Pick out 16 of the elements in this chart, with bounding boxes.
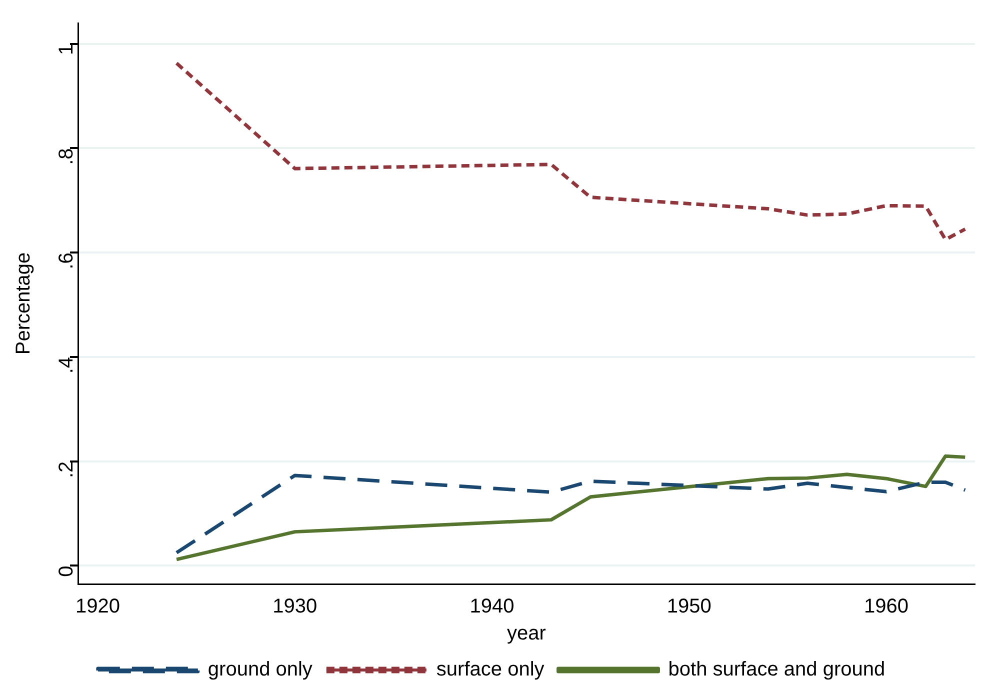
- y-tick-label: 0: [56, 566, 78, 577]
- y-axis-title: Percentage: [12, 252, 35, 355]
- x-tick-label: 1940: [470, 596, 514, 618]
- legend-label: ground only: [208, 658, 312, 681]
- y-tick-label: 1: [56, 44, 78, 55]
- y-tick-label: .2: [56, 461, 78, 478]
- y-tick-label: .6: [56, 252, 78, 270]
- x-axis-title: year: [507, 622, 546, 645]
- x-tick-label: 1960: [864, 596, 909, 618]
- x-tick-label: 1920: [75, 596, 120, 618]
- legend-label: both surface and ground: [668, 658, 886, 681]
- y-tick-label: .4: [56, 356, 78, 374]
- x-tick-label: 1950: [666, 596, 712, 618]
- legend-label: surface only: [436, 658, 544, 681]
- x-tick-label: 1930: [272, 596, 318, 618]
- y-tick-label: .8: [56, 148, 78, 165]
